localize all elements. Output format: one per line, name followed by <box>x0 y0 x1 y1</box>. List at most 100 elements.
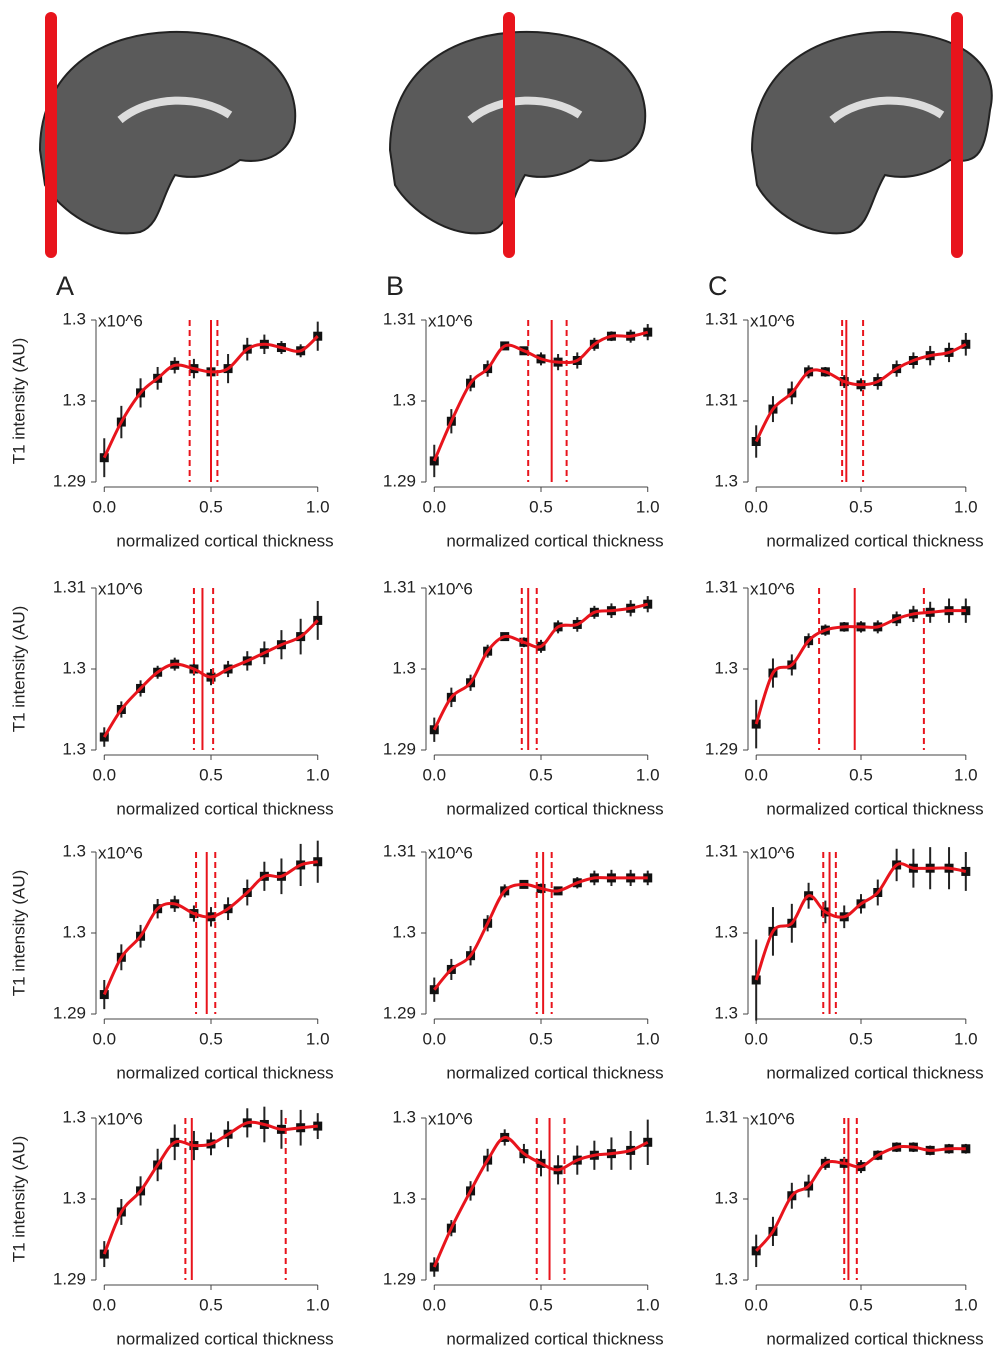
x-tick-label: 0.5 <box>529 765 553 784</box>
x-axis-label: normalized cortical thickness <box>766 799 983 818</box>
y-tick-label: 1.29 <box>53 1269 86 1288</box>
y-tick-label: 1.31 <box>705 577 738 596</box>
x-tick-label: 0.5 <box>849 1295 873 1314</box>
y-tick-label: 1.3 <box>392 1188 416 1207</box>
multiplier: x10^6 <box>750 1109 795 1128</box>
y-tick-label: 1.3 <box>62 739 86 758</box>
brain-images <box>40 12 992 258</box>
x-tick-label: 0.0 <box>422 497 446 516</box>
y-tick-label: 1.3 <box>392 658 416 677</box>
x-tick-label: 0.5 <box>199 765 223 784</box>
y-axis-label: T1 intensity (AU) <box>9 338 28 465</box>
y-tick-label: 1.3 <box>392 1107 416 1126</box>
y-tick-label: 1.3 <box>62 658 86 677</box>
x-tick-label: 0.0 <box>92 1295 116 1314</box>
y-tick-label: 1.3 <box>62 1107 86 1126</box>
y-tick-label: 1.29 <box>383 739 416 758</box>
multiplier: x10^6 <box>428 311 473 330</box>
panel-label: C <box>708 271 728 301</box>
multiplier: x10^6 <box>428 843 473 862</box>
x-axis-label: normalized cortical thickness <box>766 531 983 550</box>
x-tick-label: 1.0 <box>954 765 978 784</box>
x-tick-label: 0.5 <box>849 497 873 516</box>
x-tick-label: 0.5 <box>849 1029 873 1048</box>
multiplier: x10^6 <box>98 311 143 330</box>
x-axis-label: normalized cortical thickness <box>766 1063 983 1082</box>
multiplier: x10^6 <box>98 1109 143 1128</box>
x-axis-label: normalized cortical thickness <box>116 531 333 550</box>
y-tick-label: 1.3 <box>62 309 86 328</box>
fit-curve <box>434 604 647 730</box>
panel-label: B <box>386 271 404 301</box>
chart: 1.291.31.310.00.51.0x10^6normalized cort… <box>383 841 664 1082</box>
multiplier: x10^6 <box>428 1109 473 1128</box>
x-tick-label: 0.0 <box>744 765 768 784</box>
x-axis-label: normalized cortical thickness <box>446 799 663 818</box>
x-tick-label: 0.0 <box>744 1295 768 1314</box>
chart: 1.29 1.3 1.31 0.0 0.5 1.0 x10^6 normalized cort… <box>705 577 984 818</box>
y-tick-label: 1.3 <box>714 658 738 677</box>
chart: 1.29 1.3 1.31 0.0 0.5 1.0 x10^6 normalized cort… <box>383 577 664 818</box>
x-tick-label: 1.0 <box>636 1029 660 1048</box>
x-tick-label: 1.0 <box>954 1029 978 1048</box>
x-tick-label: 1.0 <box>636 765 660 784</box>
y-tick-label: 1.31 <box>383 577 416 596</box>
multiplier: x10^6 <box>750 579 795 598</box>
y-tick-label: 1.3 <box>714 1269 738 1288</box>
y-axis-label: T1 intensity (AU) <box>9 1136 28 1263</box>
y-tick-label: 1.3 <box>62 922 86 941</box>
y-tick-label: 1.29 <box>705 739 738 758</box>
x-tick-label: 0.0 <box>422 1029 446 1048</box>
y-tick-label: 1.3 <box>62 1188 86 1207</box>
y-tick-label: 1.31 <box>705 309 738 328</box>
y-tick-label: 1.3 <box>62 390 86 409</box>
brain-slice <box>390 12 645 258</box>
x-axis-label: normalized cortical thickness <box>766 1329 983 1348</box>
fit-curve <box>756 611 966 725</box>
x-tick-label: 0.0 <box>744 497 768 516</box>
multiplier: x10^6 <box>750 843 795 862</box>
y-tick-label: 1.29 <box>383 471 416 490</box>
y-tick-label: 1.31 <box>383 309 416 328</box>
x-tick-label: 0.0 <box>92 1029 116 1048</box>
x-tick-label: 0.0 <box>92 497 116 516</box>
x-tick-label: 0.5 <box>849 765 873 784</box>
chart: 1.3 1.3 1.31 0.0 0.5 1.0 x10^6 normalized corti… <box>705 1107 984 1348</box>
fit-curve <box>104 862 317 995</box>
x-tick-label: 0.5 <box>529 1295 553 1314</box>
x-tick-label: 1.0 <box>954 1295 978 1314</box>
x-axis-label: normalized cortical thickness <box>116 799 333 818</box>
x-tick-label: 1.0 <box>636 497 660 516</box>
multiplier: x10^6 <box>428 579 473 598</box>
multiplier: x10^6 <box>98 579 143 598</box>
y-tick-label: 1.3 <box>714 922 738 941</box>
y-tick-label: 1.29 <box>53 471 86 490</box>
x-tick-label: 1.0 <box>306 1295 330 1314</box>
x-tick-label: 0.5 <box>199 1029 223 1048</box>
y-tick-label: 1.31 <box>705 390 738 409</box>
multiplier: x10^6 <box>98 843 143 862</box>
x-axis-label: normalized cortical thickness <box>116 1063 333 1082</box>
fit-curve <box>434 878 647 990</box>
y-tick-label: 1.29 <box>383 1003 416 1022</box>
y-axis-label: T1 intensity (AU) <box>9 606 28 733</box>
figure: 1.29 1.3 1.3 0.0 0.5 1.0 x10^6 normalized corti… <box>0 0 994 1351</box>
y-tick-label: 1.31 <box>705 1107 738 1126</box>
y-tick-label: 1.29 <box>53 1003 86 1022</box>
x-tick-label: 0.5 <box>199 497 223 516</box>
y-tick-label: 1.31 <box>383 841 416 860</box>
x-axis-label: normalized cortical thickness <box>446 531 663 550</box>
y-tick-label: 1.3 <box>714 1003 738 1022</box>
x-tick-label: 1.0 <box>954 497 978 516</box>
brain-slice <box>40 12 295 258</box>
y-tick-label: 1.3 <box>714 1188 738 1207</box>
x-tick-label: 0.0 <box>422 765 446 784</box>
x-tick-label: 1.0 <box>636 1295 660 1314</box>
